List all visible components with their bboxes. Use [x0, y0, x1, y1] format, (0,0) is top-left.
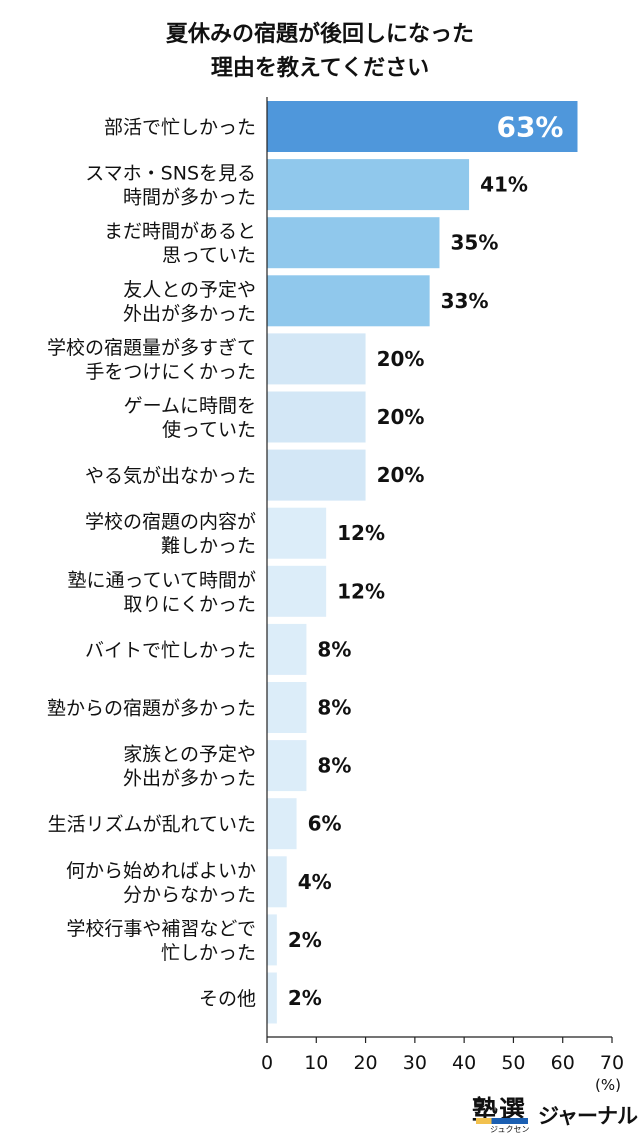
category-label: 塾からの宿題が多かった — [47, 698, 256, 720]
category-label: スマホ・SNSを見る時間が多かった — [85, 163, 256, 209]
bar — [267, 275, 430, 327]
data-label: 4% — [298, 870, 332, 894]
bar — [267, 449, 366, 501]
brand-logo-kana: ジャーナル — [538, 1104, 638, 1128]
bar — [267, 391, 366, 443]
category-label: その他 — [199, 988, 256, 1010]
chart-title-line: 理由を教えてください — [210, 56, 430, 81]
data-label: 8% — [317, 754, 351, 778]
category-label: やる気が出なかった — [85, 465, 256, 487]
category-label: 学校の宿題の内容が難しかった — [85, 511, 256, 557]
category-label: 学校行事や補習などで忙しかった — [66, 918, 256, 964]
bar — [267, 740, 307, 792]
data-label: 6% — [308, 812, 342, 836]
data-label: 2% — [288, 928, 322, 952]
bar — [267, 682, 307, 733]
bar — [267, 623, 307, 675]
x-axis-unit-label: (%) — [595, 1076, 621, 1094]
data-label: 35% — [451, 231, 499, 255]
data-label: 12% — [337, 521, 385, 545]
data-label: 41% — [480, 173, 528, 197]
data-label: 33% — [441, 289, 489, 313]
x-tick-label: 60 — [551, 1052, 575, 1074]
bar — [267, 972, 277, 1024]
x-tick-label: 10 — [304, 1052, 328, 1074]
bar — [267, 101, 578, 152]
x-tick-label: 40 — [452, 1052, 476, 1074]
category-label: 生活リズムが乱れていた — [48, 814, 256, 836]
category-label: 家族との予定や外出が多かった — [123, 744, 256, 790]
data-label: 63% — [496, 111, 563, 144]
bar — [267, 856, 287, 908]
category-label: 友人との予定や外出が多かった — [123, 279, 256, 325]
category-label: バイトで忙しかった — [85, 639, 256, 661]
data-label: 12% — [337, 579, 385, 603]
x-tick-label: 0 — [261, 1052, 273, 1074]
brand-logo-ruby: ジュクセン — [490, 1125, 530, 1134]
data-label: 8% — [317, 637, 351, 661]
bar — [267, 507, 327, 559]
brand-logo-accent — [476, 1118, 528, 1124]
category-label: ゲームに時間を使っていた — [124, 395, 256, 441]
chart-title: 夏休みの宿題が後回しになった 理由を教えてください — [0, 18, 640, 86]
chart-title-line: 夏休みの宿題が後回しになった — [165, 22, 474, 47]
x-tick-label: 20 — [353, 1052, 377, 1074]
category-label: 何から始めればよいか分からなかった — [66, 860, 256, 906]
category-label: まだ時間があると思っていた — [104, 221, 256, 267]
category-label: 学校の宿題量が多すぎて手をつけにくかった — [47, 337, 256, 383]
bar — [267, 217, 440, 269]
bar — [267, 159, 470, 211]
x-tick-label: 30 — [403, 1052, 427, 1074]
data-label: 20% — [377, 347, 425, 371]
bar — [267, 333, 366, 385]
data-label: 20% — [377, 463, 425, 487]
category-label: 塾に通っていて時間が取りにくかった — [68, 569, 256, 615]
data-label: 8% — [317, 696, 351, 720]
bar — [267, 914, 277, 966]
x-tick-label: 50 — [501, 1052, 525, 1074]
x-tick-label: 70 — [600, 1052, 624, 1074]
bar — [267, 565, 327, 617]
data-label: 20% — [377, 405, 425, 429]
bar — [267, 798, 297, 850]
data-label: 2% — [288, 986, 322, 1010]
brand-logo: 塾選 ジャーナル ジュクセン — [470, 1088, 638, 1140]
category-label: 部活で忙しかった — [104, 117, 256, 139]
